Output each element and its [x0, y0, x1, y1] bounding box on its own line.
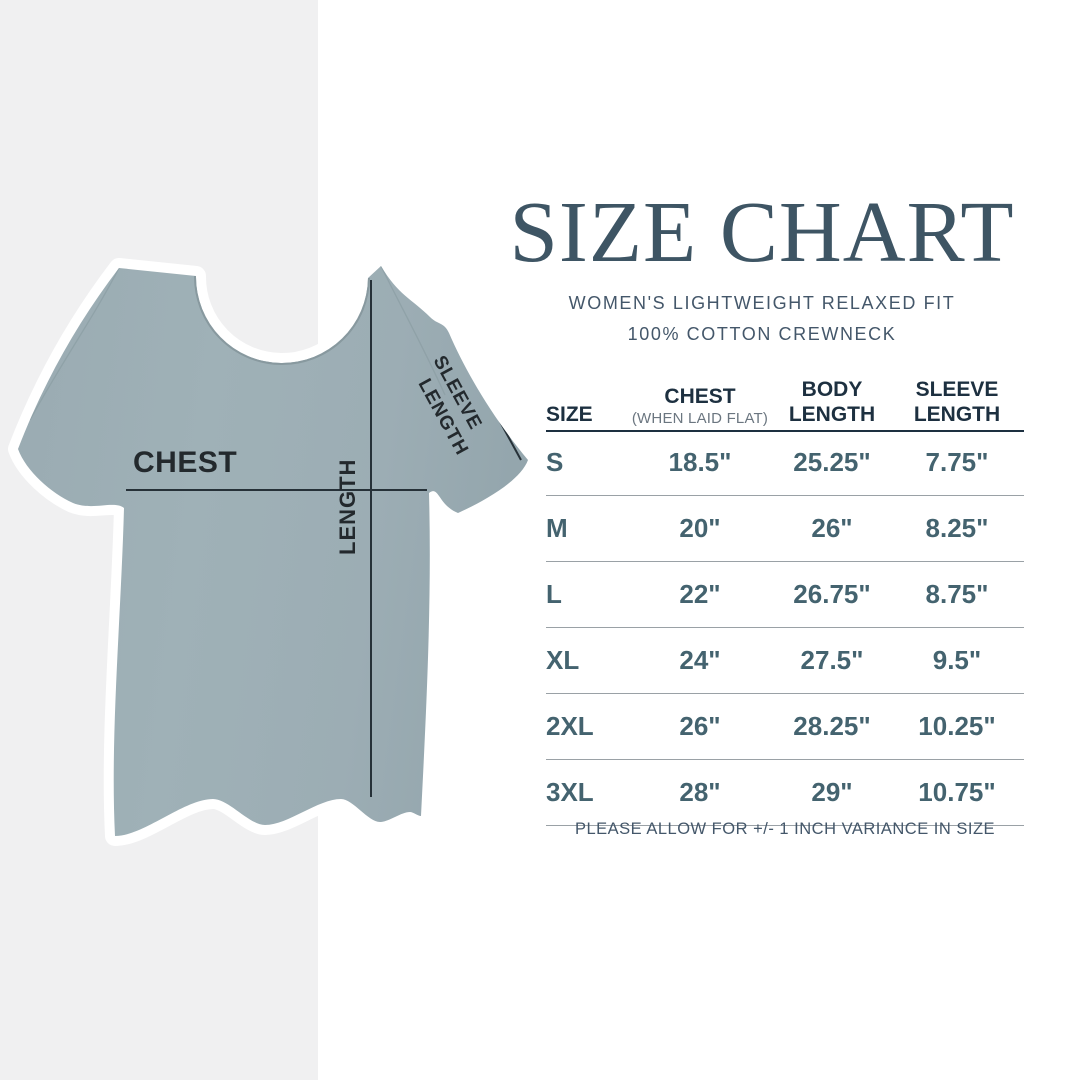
svg-text:CHEST: CHEST	[133, 446, 237, 479]
svg-text:LENGTH: LENGTH	[335, 459, 360, 555]
